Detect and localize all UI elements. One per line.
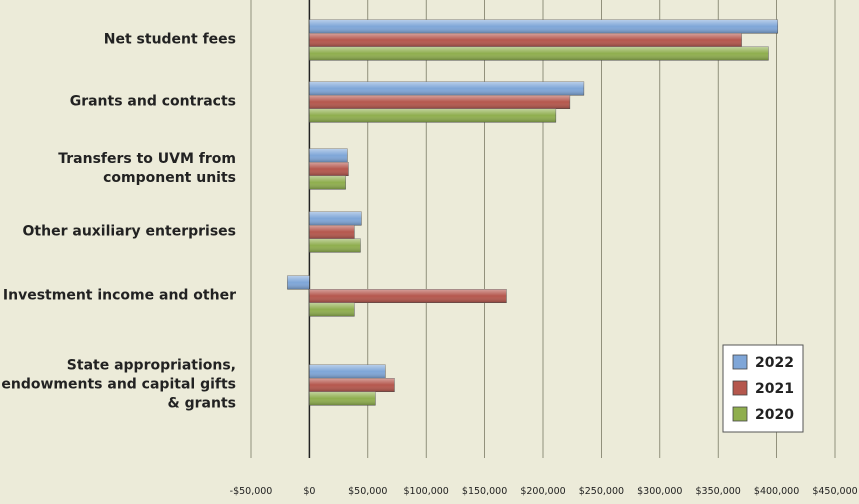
bar bbox=[309, 302, 355, 317]
bar-shade bbox=[309, 33, 742, 47]
x-tick-label: $50,000 bbox=[348, 486, 387, 497]
bar bbox=[309, 33, 742, 47]
bar bbox=[309, 162, 349, 176]
bar bbox=[309, 225, 355, 239]
legend-swatch bbox=[732, 354, 748, 370]
bar-shade bbox=[309, 162, 349, 176]
bar bbox=[309, 175, 346, 190]
x-tick-label: $200,000 bbox=[520, 486, 565, 497]
category-label: State appropriations, endowments and cap… bbox=[1, 357, 236, 412]
bar bbox=[309, 46, 769, 61]
bar-shade bbox=[309, 95, 570, 109]
x-tick-label: $300,000 bbox=[637, 486, 682, 497]
x-tick-label: $150,000 bbox=[462, 486, 507, 497]
x-tick-label: $250,000 bbox=[579, 486, 624, 497]
category-label: Investment income and other bbox=[2, 287, 236, 304]
bar bbox=[309, 364, 386, 379]
x-tick-label: $400,000 bbox=[754, 486, 799, 497]
bar-shade bbox=[309, 225, 355, 239]
x-tick-label: $0 bbox=[303, 486, 315, 497]
bar bbox=[309, 391, 376, 406]
category-label: Other auxiliary enterprises bbox=[22, 223, 236, 240]
bar-shade bbox=[309, 238, 361, 253]
legend-label: 2020 bbox=[755, 407, 794, 423]
bar-shade bbox=[309, 148, 348, 163]
x-tick-label: $450,000 bbox=[812, 486, 857, 497]
legend-swatch bbox=[732, 406, 748, 422]
bar bbox=[309, 378, 395, 392]
category-label: Net student fees bbox=[103, 31, 236, 48]
bar-shade bbox=[309, 46, 769, 61]
x-tick-label: $350,000 bbox=[696, 486, 741, 497]
bar bbox=[309, 95, 571, 109]
bar-shade bbox=[309, 378, 395, 392]
x-tick-label: -$50,000 bbox=[230, 486, 273, 497]
bar bbox=[309, 211, 362, 226]
bar-shade bbox=[309, 364, 386, 379]
bar bbox=[309, 108, 557, 123]
legend-label: 2022 bbox=[755, 355, 794, 371]
bar bbox=[309, 148, 348, 163]
legend-label: 2021 bbox=[755, 381, 794, 397]
bar bbox=[309, 289, 507, 303]
category-label: Transfers to UVM from component units bbox=[58, 151, 236, 186]
bar-shade bbox=[309, 302, 355, 317]
bar-shade bbox=[309, 19, 778, 34]
bar-shade bbox=[309, 81, 584, 96]
x-tick-label: $100,000 bbox=[404, 486, 449, 497]
legend-swatch bbox=[732, 380, 748, 396]
bar-shade bbox=[309, 289, 507, 303]
bar bbox=[309, 238, 361, 253]
bar-shade bbox=[309, 391, 376, 406]
bar-shade bbox=[309, 175, 346, 190]
bar bbox=[287, 275, 310, 290]
category-label: Grants and contracts bbox=[69, 93, 236, 110]
bar-shade bbox=[309, 211, 362, 226]
bar-shade bbox=[287, 275, 310, 290]
bar bbox=[309, 19, 779, 34]
bar-shade bbox=[309, 108, 556, 123]
bar bbox=[309, 81, 585, 96]
